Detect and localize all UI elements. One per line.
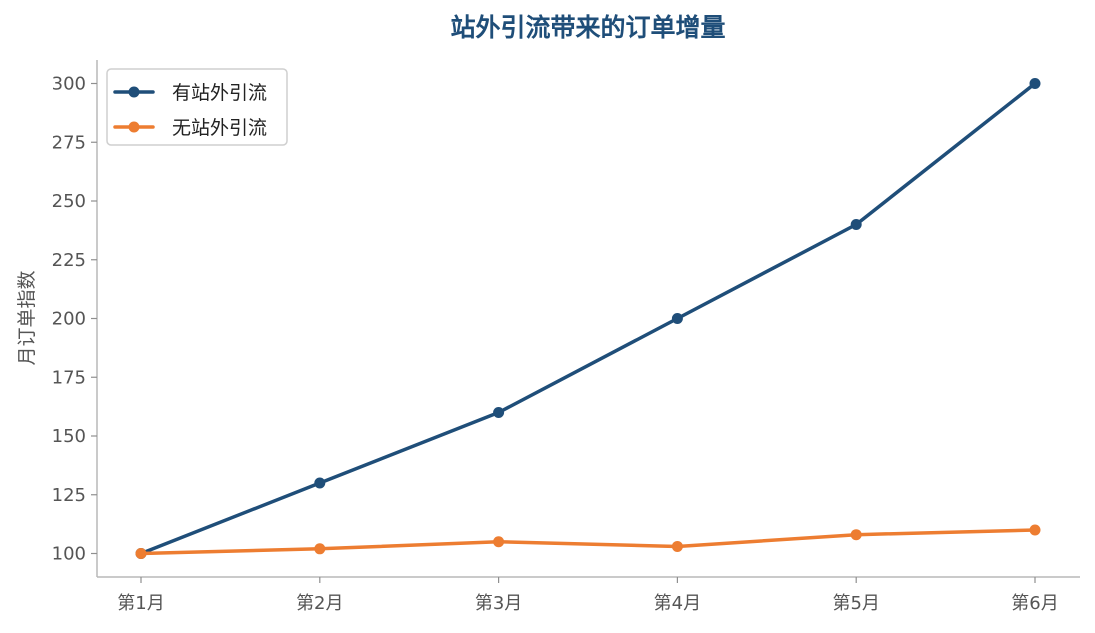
series-point xyxy=(850,219,862,230)
x-axis-ticks: 第1月 第2月 第3月 第4月 第5月 第6月 xyxy=(117,577,1059,614)
series-point xyxy=(671,313,683,324)
legend-marker xyxy=(128,121,140,133)
legend-item-1: 有站外引流 xyxy=(113,82,267,104)
x-tick-label: 第1月 xyxy=(117,593,164,614)
x-tick-label: 第2月 xyxy=(296,593,343,614)
y-tick-label: 150 xyxy=(52,426,86,447)
series-point xyxy=(850,529,862,541)
legend-label: 无站外引流 xyxy=(172,117,267,139)
x-tick-label: 第3月 xyxy=(475,593,522,614)
series-2 xyxy=(135,524,1041,559)
x-tick-label: 第6月 xyxy=(1011,593,1058,614)
y-tick-label: 300 xyxy=(52,74,86,95)
y-tick-label: 175 xyxy=(52,367,86,388)
series-point xyxy=(493,536,505,548)
y-axis-label: 月订单指数 xyxy=(16,270,38,365)
series-point xyxy=(493,407,505,418)
series-line xyxy=(139,528,1037,556)
series-point xyxy=(1029,78,1041,89)
y-tick-label: 100 xyxy=(52,544,86,565)
series-point xyxy=(1029,524,1041,536)
y-tick-label: 200 xyxy=(52,309,86,330)
y-tick-label: 275 xyxy=(52,132,86,153)
y-tick-label: 225 xyxy=(52,250,86,271)
chart-title: 站外引流带来的订单增量 xyxy=(450,13,725,42)
legend-item-2: 无站外引流 xyxy=(113,117,267,139)
x-tick-label: 第5月 xyxy=(832,593,879,614)
y-tick-label: 125 xyxy=(52,485,86,506)
series-layer xyxy=(135,78,1041,559)
series-point xyxy=(314,477,326,489)
y-tick-label: 250 xyxy=(52,191,86,212)
legend-marker xyxy=(128,86,140,98)
y-axis-ticks: 100 125 150 175 200 225 250 275 300 xyxy=(52,74,97,565)
x-tick-label: 第4月 xyxy=(654,593,701,614)
legend-label: 有站外引流 xyxy=(172,82,267,104)
series-line xyxy=(139,81,1037,556)
series-point xyxy=(135,548,147,559)
series-point xyxy=(314,543,326,555)
series-1 xyxy=(135,78,1041,559)
series-point xyxy=(671,540,683,552)
